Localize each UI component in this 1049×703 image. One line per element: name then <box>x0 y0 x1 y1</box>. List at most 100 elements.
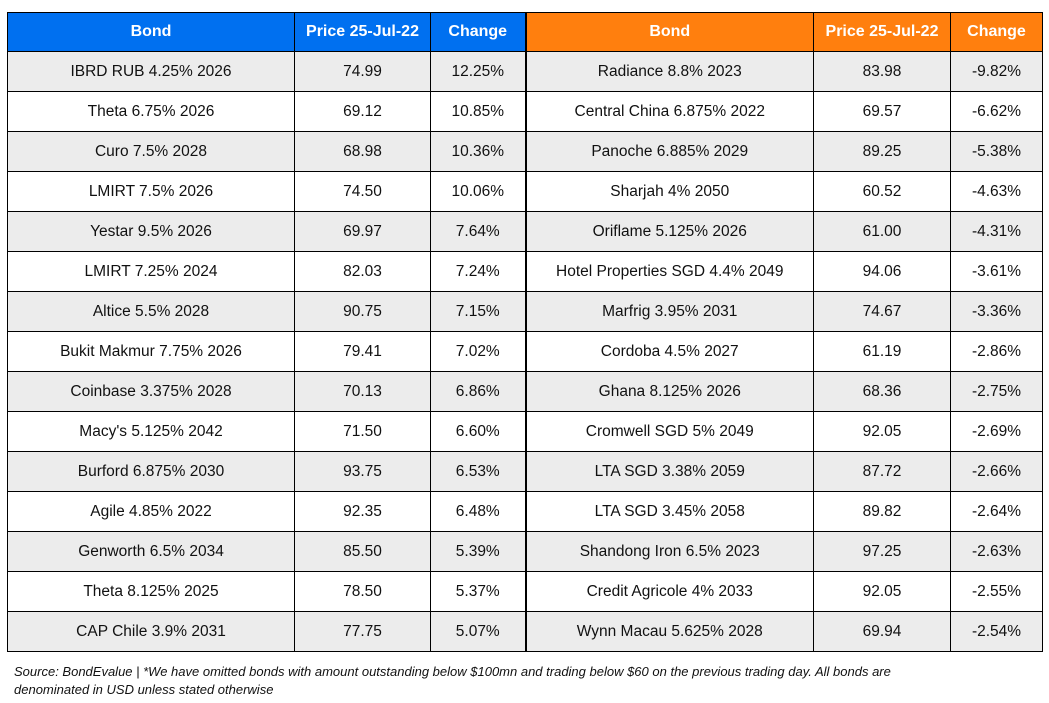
right-price-cell: 61.19 <box>813 331 951 372</box>
bond-movers-table-wrapper: Bond Price 25-Jul-22 Change Bond Price 2… <box>7 12 1043 652</box>
left-change-cell: 5.07% <box>430 611 526 652</box>
left-price-cell: 85.50 <box>294 531 431 572</box>
left-change-cell: 7.02% <box>430 331 526 372</box>
left-price-cell: 68.98 <box>294 131 431 172</box>
header-right-change: Change <box>950 12 1043 52</box>
bond-movers-table: Bond Price 25-Jul-22 Change Bond Price 2… <box>7 12 1043 652</box>
table-row: CAP Chile 3.9% 2031 77.75 5.07% Wynn Macau … <box>7 611 1043 652</box>
right-bond-cell: Cordoba 4.5% 2027 <box>524 331 814 372</box>
right-bond-cell: Wynn Macau 5.625% 2028 <box>524 611 814 652</box>
left-change-cell: 6.53% <box>430 451 526 492</box>
left-bond-cell: Burford 6.875% 2030 <box>7 451 295 492</box>
left-price-cell: 74.50 <box>294 171 431 212</box>
right-bond-cell: Credit Agricole 4% 2033 <box>524 571 814 612</box>
left-change-cell: 12.25% <box>430 51 526 92</box>
table-row: LMIRT 7.5% 2026 74.50 10.06% Sharjah 4% 205… <box>7 171 1043 212</box>
left-bond-cell: Macy's 5.125% 2042 <box>7 411 295 452</box>
table-row: Burford 6.875% 2030 93.75 6.53% LTA SGD 3.3… <box>7 451 1043 492</box>
left-bond-cell: Genworth 6.5% 2034 <box>7 531 295 572</box>
left-price-cell: 71.50 <box>294 411 431 452</box>
right-change-cell: -6.62% <box>950 91 1043 132</box>
left-price-cell: 90.75 <box>294 291 431 332</box>
right-change-cell: -2.63% <box>950 531 1043 572</box>
right-change-cell: -4.63% <box>950 171 1043 212</box>
left-bond-cell: Yestar 9.5% 2026 <box>7 211 295 252</box>
right-price-cell: 92.05 <box>813 571 951 612</box>
table-header-row: Bond Price 25-Jul-22 Change Bond Price 2… <box>7 12 1043 52</box>
header-left-price: Price 25-Jul-22 <box>294 12 431 52</box>
table-body: IBRD RUB 4.25% 2026 74.99 12.25% Radiance 8… <box>7 51 1043 652</box>
left-bond-cell: IBRD RUB 4.25% 2026 <box>7 51 295 92</box>
left-change-cell: 5.39% <box>430 531 526 572</box>
header-left-change: Change <box>430 12 526 52</box>
right-bond-cell: Marfrig 3.95% 2031 <box>524 291 814 332</box>
right-change-cell: -2.69% <box>950 411 1043 452</box>
right-bond-cell: Shandong Iron 6.5% 2023 <box>524 531 814 572</box>
right-price-cell: 68.36 <box>813 371 951 412</box>
right-change-cell: -2.86% <box>950 331 1043 372</box>
right-price-cell: 60.52 <box>813 171 951 212</box>
left-change-cell: 10.36% <box>430 131 526 172</box>
left-price-cell: 93.75 <box>294 451 431 492</box>
right-change-cell: -3.36% <box>950 291 1043 332</box>
right-bond-cell: LTA SGD 3.38% 2059 <box>524 451 814 492</box>
table-row: Agile 4.85% 2022 92.35 6.48% LTA SGD 3.45% … <box>7 491 1043 532</box>
table-row: LMIRT 7.25% 2024 82.03 7.24% Hotel Properti… <box>7 251 1043 292</box>
right-bond-cell: Oriflame 5.125% 2026 <box>524 211 814 252</box>
left-price-cell: 70.13 <box>294 371 431 412</box>
table-row: Theta 6.75% 2026 69.12 10.85% Central China… <box>7 91 1043 132</box>
header-left-bond: Bond <box>7 12 295 52</box>
right-change-cell: -2.54% <box>950 611 1043 652</box>
left-price-cell: 92.35 <box>294 491 431 532</box>
left-price-cell: 69.12 <box>294 91 431 132</box>
left-bond-cell: LMIRT 7.25% 2024 <box>7 251 295 292</box>
right-change-cell: -2.55% <box>950 571 1043 612</box>
left-price-cell: 79.41 <box>294 331 431 372</box>
left-price-cell: 82.03 <box>294 251 431 292</box>
table-row: Altice 5.5% 2028 90.75 7.15% Marfrig 3.95% … <box>7 291 1043 332</box>
right-price-cell: 83.98 <box>813 51 951 92</box>
right-change-cell: -2.64% <box>950 491 1043 532</box>
left-bond-cell: Coinbase 3.375% 2028 <box>7 371 295 412</box>
left-price-cell: 74.99 <box>294 51 431 92</box>
left-change-cell: 10.85% <box>430 91 526 132</box>
source-footnote: Source: BondEvalue | *We have omitted bo… <box>14 663 1039 699</box>
left-change-cell: 7.24% <box>430 251 526 292</box>
right-bond-cell: Radiance 8.8% 2023 <box>524 51 814 92</box>
table-row: Curo 7.5% 2028 68.98 10.36% Panoche 6.885% … <box>7 131 1043 172</box>
left-bond-cell: Agile 4.85% 2022 <box>7 491 295 532</box>
left-change-cell: 6.86% <box>430 371 526 412</box>
right-price-cell: 89.82 <box>813 491 951 532</box>
left-change-cell: 5.37% <box>430 571 526 612</box>
header-right-price: Price 25-Jul-22 <box>813 12 951 52</box>
right-bond-cell: Cromwell SGD 5% 2049 <box>524 411 814 452</box>
table-row: Theta 8.125% 2025 78.50 5.37% Credit Agrico… <box>7 571 1043 612</box>
right-bond-cell: Sharjah 4% 2050 <box>524 171 814 212</box>
left-bond-cell: Bukit Makmur 7.75% 2026 <box>7 331 295 372</box>
right-bond-cell: Ghana 8.125% 2026 <box>524 371 814 412</box>
table-row: Bukit Makmur 7.75% 2026 79.41 7.02% Cordoba… <box>7 331 1043 372</box>
left-change-cell: 7.15% <box>430 291 526 332</box>
left-price-cell: 77.75 <box>294 611 431 652</box>
right-change-cell: -5.38% <box>950 131 1043 172</box>
header-right-bond: Bond <box>524 12 814 52</box>
right-change-cell: -2.66% <box>950 451 1043 492</box>
left-change-cell: 6.60% <box>430 411 526 452</box>
left-change-cell: 6.48% <box>430 491 526 532</box>
right-change-cell: -2.75% <box>950 371 1043 412</box>
right-price-cell: 92.05 <box>813 411 951 452</box>
table-row: Macy's 5.125% 2042 71.50 6.60% Cromwell SGD… <box>7 411 1043 452</box>
right-change-cell: -4.31% <box>950 211 1043 252</box>
right-price-cell: 94.06 <box>813 251 951 292</box>
table-row: Coinbase 3.375% 2028 70.13 6.86% Ghana 8.12… <box>7 371 1043 412</box>
left-price-cell: 78.50 <box>294 571 431 612</box>
footnote-line-1: Source: BondEvalue | *We have omitted bo… <box>14 664 891 679</box>
table-row: Genworth 6.5% 2034 85.50 5.39% Shandong Iro… <box>7 531 1043 572</box>
left-change-cell: 10.06% <box>430 171 526 212</box>
left-bond-cell: Theta 6.75% 2026 <box>7 91 295 132</box>
right-bond-cell: Central China 6.875% 2022 <box>524 91 814 132</box>
table-row: IBRD RUB 4.25% 2026 74.99 12.25% Radiance 8… <box>7 51 1043 92</box>
right-price-cell: 87.72 <box>813 451 951 492</box>
left-bond-cell: Altice 5.5% 2028 <box>7 291 295 332</box>
right-price-cell: 97.25 <box>813 531 951 572</box>
